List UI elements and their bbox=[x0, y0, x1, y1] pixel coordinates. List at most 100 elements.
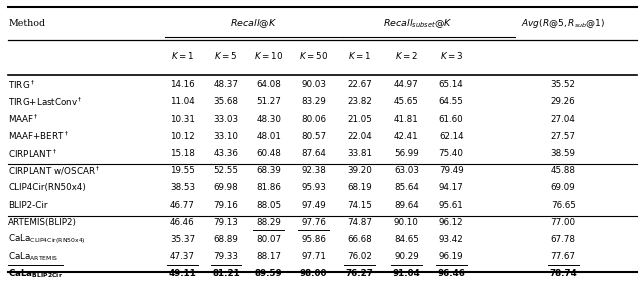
Text: 78.74: 78.74 bbox=[549, 269, 577, 278]
Text: 49.11: 49.11 bbox=[168, 269, 196, 278]
Text: 93.42: 93.42 bbox=[439, 235, 463, 244]
Text: 65.14: 65.14 bbox=[439, 80, 463, 89]
Text: $K = 10$: $K = 10$ bbox=[254, 50, 284, 61]
Text: 22.04: 22.04 bbox=[348, 132, 372, 141]
Text: 21.05: 21.05 bbox=[348, 115, 372, 124]
Text: 14.16: 14.16 bbox=[170, 80, 195, 89]
Text: 48.37: 48.37 bbox=[213, 80, 239, 89]
Text: 96.46: 96.46 bbox=[437, 269, 465, 278]
Text: ARTEMIS(BLIP2): ARTEMIS(BLIP2) bbox=[8, 218, 77, 227]
Text: 15.18: 15.18 bbox=[170, 149, 195, 158]
Text: 69.98: 69.98 bbox=[214, 183, 238, 192]
Text: 10.12: 10.12 bbox=[170, 132, 195, 141]
Text: 77.67: 77.67 bbox=[550, 252, 576, 261]
Text: 33.10: 33.10 bbox=[213, 132, 239, 141]
Text: $K = 50$: $K = 50$ bbox=[299, 50, 328, 61]
Text: 35.52: 35.52 bbox=[550, 80, 576, 89]
Text: CIRPLANT w/OSCAR$^\dagger$: CIRPLANT w/OSCAR$^\dagger$ bbox=[8, 164, 101, 177]
Text: 80.06: 80.06 bbox=[301, 115, 326, 124]
Text: 95.61: 95.61 bbox=[439, 201, 463, 210]
Text: 10.31: 10.31 bbox=[170, 115, 195, 124]
Text: $K = 1$: $K = 1$ bbox=[171, 50, 194, 61]
Text: 38.53: 38.53 bbox=[170, 183, 195, 192]
Text: 27.04: 27.04 bbox=[551, 115, 575, 124]
Text: 33.81: 33.81 bbox=[347, 149, 372, 158]
Text: 47.37: 47.37 bbox=[170, 252, 195, 261]
Text: 88.29: 88.29 bbox=[257, 218, 281, 227]
Text: 39.20: 39.20 bbox=[348, 166, 372, 175]
Text: 51.27: 51.27 bbox=[257, 97, 281, 106]
Text: 90.10: 90.10 bbox=[394, 218, 419, 227]
Text: 95.93: 95.93 bbox=[301, 183, 326, 192]
Text: 69.09: 69.09 bbox=[551, 183, 575, 192]
Text: $K = 5$: $K = 5$ bbox=[214, 50, 237, 61]
Text: 79.33: 79.33 bbox=[213, 252, 239, 261]
Text: $K = 1$: $K = 1$ bbox=[348, 50, 371, 61]
Text: $\it{Recall_{subset}@K}$: $\it{Recall_{subset}@K}$ bbox=[383, 17, 452, 30]
Text: 63.03: 63.03 bbox=[394, 166, 419, 175]
Text: 11.04: 11.04 bbox=[170, 97, 195, 106]
Text: 74.87: 74.87 bbox=[347, 218, 372, 227]
Text: 52.55: 52.55 bbox=[213, 166, 239, 175]
Text: 98.00: 98.00 bbox=[300, 269, 327, 278]
Text: 38.59: 38.59 bbox=[550, 149, 576, 158]
Text: 64.08: 64.08 bbox=[257, 80, 281, 89]
Text: 43.36: 43.36 bbox=[214, 149, 238, 158]
Text: 46.46: 46.46 bbox=[170, 218, 195, 227]
Text: TIRG$^\dagger$: TIRG$^\dagger$ bbox=[8, 78, 35, 91]
Text: MAAF+BERT$^\dagger$: MAAF+BERT$^\dagger$ bbox=[8, 130, 69, 142]
Text: 87.64: 87.64 bbox=[301, 149, 326, 158]
Text: 56.99: 56.99 bbox=[394, 149, 419, 158]
Text: 48.30: 48.30 bbox=[256, 115, 282, 124]
Text: 66.68: 66.68 bbox=[348, 235, 372, 244]
Text: 76.02: 76.02 bbox=[348, 252, 372, 261]
Text: CaLa$_{\mathregular{CLIP4Cir(RN50x4)}}$: CaLa$_{\mathregular{CLIP4Cir(RN50x4)}}$ bbox=[8, 233, 86, 246]
Text: 45.88: 45.88 bbox=[550, 166, 576, 175]
Text: 79.13: 79.13 bbox=[214, 218, 238, 227]
Text: 60.48: 60.48 bbox=[257, 149, 281, 158]
Text: 68.39: 68.39 bbox=[257, 166, 281, 175]
Text: 64.55: 64.55 bbox=[439, 97, 463, 106]
Text: 62.14: 62.14 bbox=[439, 132, 463, 141]
Text: 97.76: 97.76 bbox=[301, 218, 326, 227]
Text: 89.64: 89.64 bbox=[394, 201, 419, 210]
Text: 48.01: 48.01 bbox=[257, 132, 281, 141]
Text: 95.86: 95.86 bbox=[301, 235, 326, 244]
Text: Method: Method bbox=[8, 19, 45, 28]
Text: 35.68: 35.68 bbox=[213, 97, 239, 106]
Text: 91.04: 91.04 bbox=[392, 269, 420, 278]
Text: CIRPLANT$^\dagger$: CIRPLANT$^\dagger$ bbox=[8, 147, 58, 160]
Text: 92.38: 92.38 bbox=[301, 166, 326, 175]
Text: 42.41: 42.41 bbox=[394, 132, 419, 141]
Text: 88.17: 88.17 bbox=[256, 252, 282, 261]
Text: 35.37: 35.37 bbox=[170, 235, 195, 244]
Text: 46.77: 46.77 bbox=[170, 201, 195, 210]
Text: 94.17: 94.17 bbox=[439, 183, 463, 192]
Text: 23.82: 23.82 bbox=[348, 97, 372, 106]
Text: 88.05: 88.05 bbox=[256, 201, 282, 210]
Text: 44.97: 44.97 bbox=[394, 80, 419, 89]
Text: 81.86: 81.86 bbox=[257, 183, 281, 192]
Text: 79.16: 79.16 bbox=[214, 201, 238, 210]
Text: 90.03: 90.03 bbox=[301, 80, 326, 89]
Text: 74.15: 74.15 bbox=[348, 201, 372, 210]
Text: 19.55: 19.55 bbox=[170, 166, 195, 175]
Text: 96.12: 96.12 bbox=[439, 218, 463, 227]
Text: 97.71: 97.71 bbox=[301, 252, 326, 261]
Text: $K = 2$: $K = 2$ bbox=[395, 50, 418, 61]
Text: 80.57: 80.57 bbox=[301, 132, 326, 141]
Text: 45.65: 45.65 bbox=[394, 97, 419, 106]
Text: 77.00: 77.00 bbox=[550, 218, 576, 227]
Text: 22.67: 22.67 bbox=[348, 80, 372, 89]
Text: 68.19: 68.19 bbox=[348, 183, 372, 192]
Text: 27.57: 27.57 bbox=[550, 132, 576, 141]
Text: 76.27: 76.27 bbox=[346, 269, 374, 278]
Text: $\it{Recall@K}$: $\it{Recall@K}$ bbox=[230, 17, 277, 30]
Text: $K = 3$: $K = 3$ bbox=[440, 50, 463, 61]
Text: $\it{Avg(R@5, R_{sub}@1)}$: $\it{Avg(R@5, R_{sub}@1)}$ bbox=[521, 17, 605, 30]
Text: 68.89: 68.89 bbox=[214, 235, 238, 244]
Text: 83.29: 83.29 bbox=[301, 97, 326, 106]
Text: 81.21: 81.21 bbox=[212, 269, 240, 278]
Text: 33.03: 33.03 bbox=[213, 115, 239, 124]
Text: 85.64: 85.64 bbox=[394, 183, 419, 192]
